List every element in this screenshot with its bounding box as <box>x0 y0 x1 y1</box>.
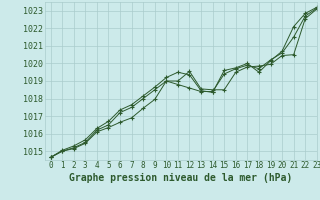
X-axis label: Graphe pression niveau de la mer (hPa): Graphe pression niveau de la mer (hPa) <box>69 173 292 183</box>
